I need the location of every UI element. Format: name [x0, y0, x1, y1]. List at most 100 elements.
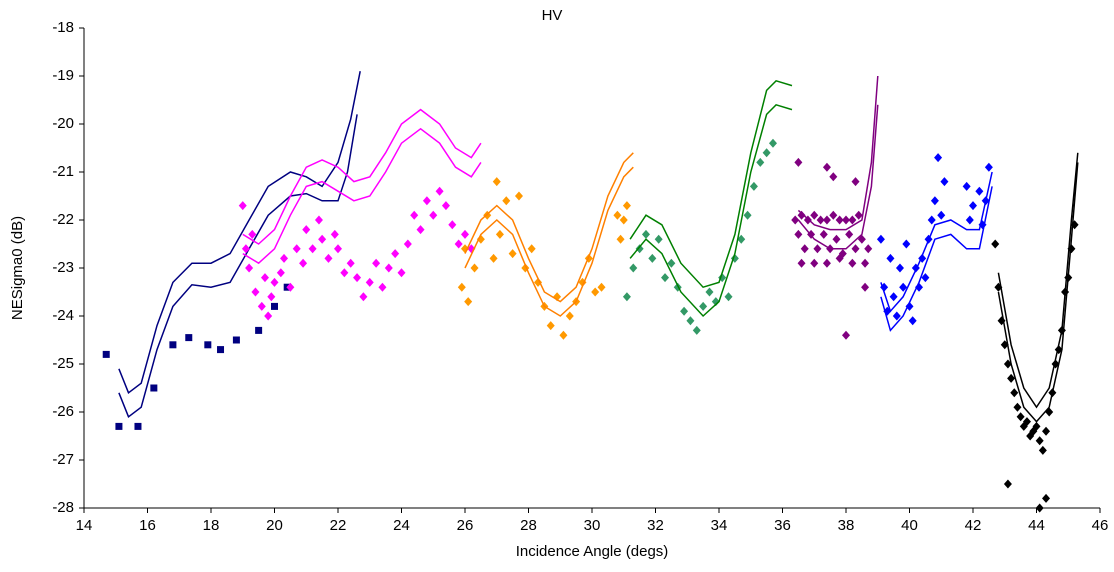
point: [464, 297, 473, 307]
point: [842, 215, 850, 225]
point: [613, 210, 622, 220]
point: [1022, 417, 1031, 427]
point: [299, 258, 308, 268]
point: [1003, 359, 1012, 369]
point: [965, 215, 974, 225]
point: [635, 244, 644, 254]
point: [457, 282, 466, 292]
point: [797, 210, 806, 220]
point: [280, 253, 289, 263]
point: [984, 162, 993, 172]
y-tick-label: -22: [52, 211, 74, 228]
point: [353, 273, 362, 283]
point: [622, 201, 631, 211]
point: [245, 263, 254, 273]
point: [794, 229, 803, 239]
point: [934, 153, 943, 163]
point: [832, 234, 841, 244]
point: [422, 196, 431, 206]
point: [768, 138, 777, 148]
x-tick-label: 42: [965, 517, 982, 534]
point: [314, 215, 323, 225]
chart-title: HV: [542, 7, 563, 24]
point: [680, 306, 689, 316]
point: [302, 225, 311, 235]
point: [829, 210, 838, 220]
point: [502, 196, 511, 206]
point: [835, 215, 844, 225]
x-tick-label: 24: [393, 517, 410, 534]
x-tick-label: 18: [203, 517, 220, 534]
point: [270, 277, 279, 287]
point: [115, 422, 123, 430]
point: [1038, 445, 1047, 455]
point: [441, 201, 450, 211]
point: [248, 229, 257, 239]
x-axis-label: Incidence Angle (degs): [516, 543, 669, 560]
point: [902, 239, 911, 249]
point: [330, 229, 339, 239]
point: [495, 229, 504, 239]
point: [892, 311, 901, 321]
point: [822, 258, 831, 268]
point: [791, 215, 800, 225]
point: [851, 177, 860, 187]
point: [864, 244, 873, 254]
point: [470, 263, 479, 273]
point: [318, 234, 327, 244]
x-tick-label: 22: [330, 517, 347, 534]
y-tick-label: -24: [52, 307, 74, 324]
point: [591, 287, 600, 297]
point: [686, 316, 695, 326]
point: [969, 201, 977, 211]
point: [921, 273, 930, 283]
point: [962, 181, 971, 191]
point: [797, 258, 806, 268]
y-tick-label: -23: [52, 259, 74, 276]
y-tick-label: -19: [52, 67, 74, 84]
point: [340, 268, 349, 278]
point: [842, 330, 850, 340]
x-tick-label: 36: [774, 517, 791, 534]
point: [1019, 421, 1028, 431]
line: [242, 108, 482, 245]
point: [737, 234, 746, 244]
point: [267, 292, 276, 302]
point: [991, 239, 1000, 249]
point: [927, 215, 936, 225]
line: [629, 79, 793, 289]
point: [616, 234, 625, 244]
point: [238, 201, 247, 211]
point: [204, 341, 212, 349]
point: [749, 181, 758, 191]
point: [641, 229, 650, 239]
point: [648, 253, 657, 263]
point: [324, 253, 333, 263]
line: [797, 104, 879, 250]
point: [365, 277, 374, 287]
point: [810, 258, 819, 268]
point: [489, 253, 498, 263]
point: [854, 210, 863, 220]
point: [1013, 402, 1022, 412]
point: [699, 301, 708, 311]
point: [975, 186, 984, 196]
point: [895, 263, 904, 273]
point: [276, 268, 285, 278]
point: [346, 258, 355, 268]
point: [829, 172, 838, 182]
point: [372, 258, 381, 268]
point: [629, 263, 638, 273]
point: [908, 316, 917, 326]
x-tick-label: 28: [520, 517, 537, 534]
y-tick-label: -28: [52, 499, 74, 516]
x-tick-label: 14: [76, 517, 93, 534]
point: [559, 330, 568, 340]
point: [1016, 412, 1025, 422]
point: [492, 177, 501, 187]
x-tick-label: 46: [1092, 517, 1109, 534]
point: [534, 277, 543, 287]
x-tick-label: 34: [711, 517, 728, 534]
x-tick-label: 32: [647, 517, 664, 534]
